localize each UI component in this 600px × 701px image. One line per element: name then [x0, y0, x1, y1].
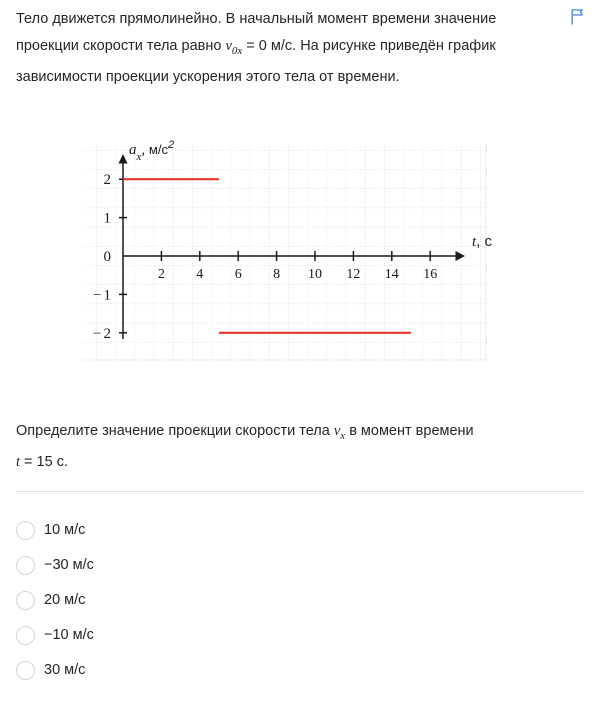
svg-text:10: 10: [308, 267, 322, 282]
svg-text:0: 0: [104, 249, 112, 265]
svg-text:2: 2: [158, 267, 165, 282]
svg-text:t, c: t, c: [472, 233, 493, 250]
svg-text:1: 1: [104, 211, 112, 227]
svg-text:2: 2: [104, 172, 112, 188]
svg-text:14: 14: [385, 267, 399, 282]
svg-text:16: 16: [423, 267, 437, 282]
svg-text:12: 12: [346, 267, 360, 282]
svg-text:4: 4: [196, 267, 203, 282]
svg-text:8: 8: [273, 267, 280, 282]
svg-text:6: 6: [235, 267, 242, 282]
